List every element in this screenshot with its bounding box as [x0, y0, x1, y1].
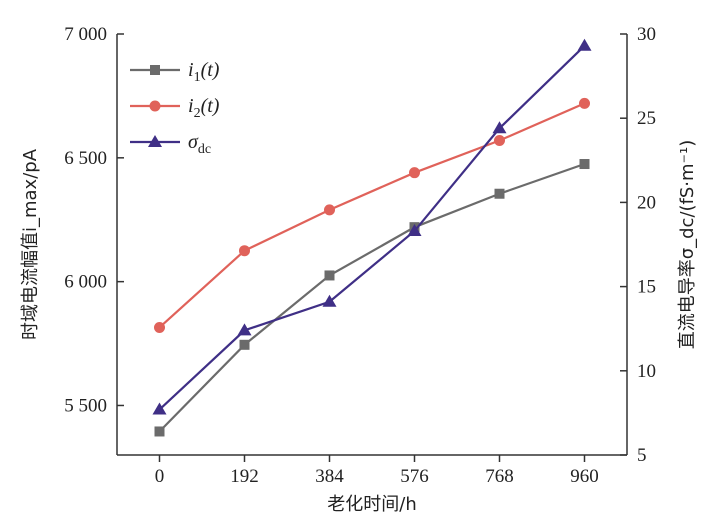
data-point-square: [579, 159, 590, 170]
x-axis-title: 老化时间/h: [327, 494, 416, 515]
y-right-tick-label: 30: [637, 24, 656, 45]
y-left-tick-label: 7 000: [64, 24, 107, 45]
legend-label-circle: i2(t): [188, 95, 220, 121]
y-left-tick-label: 6 000: [64, 272, 107, 293]
data-point-triangle: [577, 38, 592, 51]
data-point-square: [324, 270, 335, 281]
legend-marker-triangle: [148, 135, 162, 147]
data-point-triangle: [492, 121, 507, 134]
y-right-tick-label: 5: [637, 445, 647, 466]
data-point-circle: [239, 245, 250, 257]
x-tick-label: 0: [155, 466, 165, 487]
data-point-triangle: [407, 224, 422, 237]
data-point-triangle: [152, 402, 167, 415]
y-left-tick-label: 5 500: [64, 395, 107, 416]
data-point-circle: [154, 321, 165, 333]
legend-marker-circle: [149, 100, 161, 112]
x-tick-label: 384: [315, 466, 344, 487]
series-line-triangle: [158, 44, 586, 411]
legend-label-triangle: σdc: [188, 131, 211, 157]
y-right-tick-label: 15: [637, 277, 656, 298]
data-point-square: [494, 188, 505, 199]
series-line-circle: [158, 102, 585, 329]
y-axis-left-title: 时域电流幅值i_max/pA: [20, 148, 41, 340]
data-point-triangle: [237, 323, 252, 336]
data-point-square: [239, 339, 250, 350]
data-point-circle: [324, 204, 335, 216]
legend-marker-square: [150, 65, 160, 75]
y-right-tick-label: 10: [637, 361, 656, 382]
y-left-tick-label: 6 500: [64, 148, 107, 169]
legend: i1(t) i2(t) σdc: [130, 59, 220, 157]
x-tick-label: 768: [485, 466, 514, 487]
y-right-tick-label: 25: [637, 108, 656, 129]
series-triangle: [152, 38, 592, 415]
series-square: [154, 159, 590, 437]
data-point-circle: [579, 97, 590, 109]
legend-label-square: i1(t): [188, 59, 220, 85]
data-point-square: [154, 426, 165, 437]
data-point-triangle: [322, 294, 337, 307]
x-tick-label: 960: [570, 466, 599, 487]
data-point-circle: [494, 134, 505, 146]
y-right-tick-label: 20: [637, 192, 656, 213]
data-point-circle: [409, 167, 420, 179]
y-axis-right-title: 直流电导率σ_dc/(fS·m⁻¹): [677, 140, 698, 350]
x-tick-label: 192: [230, 466, 259, 487]
series-line-square: [158, 162, 585, 433]
series-circle: [154, 97, 590, 333]
x-tick-label: 576: [400, 466, 429, 487]
